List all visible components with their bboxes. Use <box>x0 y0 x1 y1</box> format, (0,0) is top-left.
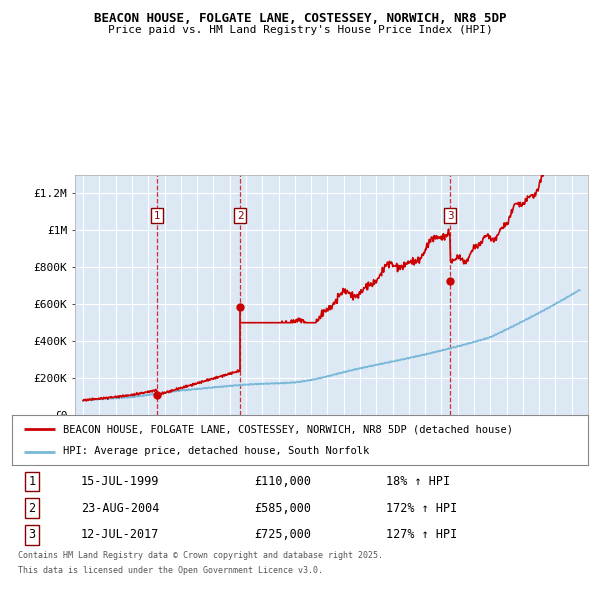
Text: HPI: Average price, detached house, South Norfolk: HPI: Average price, detached house, Sout… <box>62 447 369 457</box>
Text: 18% ↑ HPI: 18% ↑ HPI <box>386 475 451 488</box>
Text: 3: 3 <box>29 528 36 541</box>
Text: 1: 1 <box>154 211 160 221</box>
Text: £110,000: £110,000 <box>254 475 311 488</box>
Text: 23-AUG-2004: 23-AUG-2004 <box>81 502 160 514</box>
Text: 1: 1 <box>29 475 36 488</box>
Text: Contains HM Land Registry data © Crown copyright and database right 2025.: Contains HM Land Registry data © Crown c… <box>18 551 383 560</box>
Text: 172% ↑ HPI: 172% ↑ HPI <box>386 502 458 514</box>
Text: 12-JUL-2017: 12-JUL-2017 <box>81 528 160 541</box>
Text: BEACON HOUSE, FOLGATE LANE, COSTESSEY, NORWICH, NR8 5DP: BEACON HOUSE, FOLGATE LANE, COSTESSEY, N… <box>94 12 506 25</box>
Text: £585,000: £585,000 <box>254 502 311 514</box>
Text: 15-JUL-1999: 15-JUL-1999 <box>81 475 160 488</box>
Text: 2: 2 <box>237 211 244 221</box>
Text: BEACON HOUSE, FOLGATE LANE, COSTESSEY, NORWICH, NR8 5DP (detached house): BEACON HOUSE, FOLGATE LANE, COSTESSEY, N… <box>62 424 512 434</box>
Text: 3: 3 <box>447 211 454 221</box>
Text: 127% ↑ HPI: 127% ↑ HPI <box>386 528 458 541</box>
Text: 2: 2 <box>29 502 36 514</box>
Text: Price paid vs. HM Land Registry's House Price Index (HPI): Price paid vs. HM Land Registry's House … <box>107 25 493 35</box>
Text: £725,000: £725,000 <box>254 528 311 541</box>
Text: This data is licensed under the Open Government Licence v3.0.: This data is licensed under the Open Gov… <box>18 566 323 575</box>
